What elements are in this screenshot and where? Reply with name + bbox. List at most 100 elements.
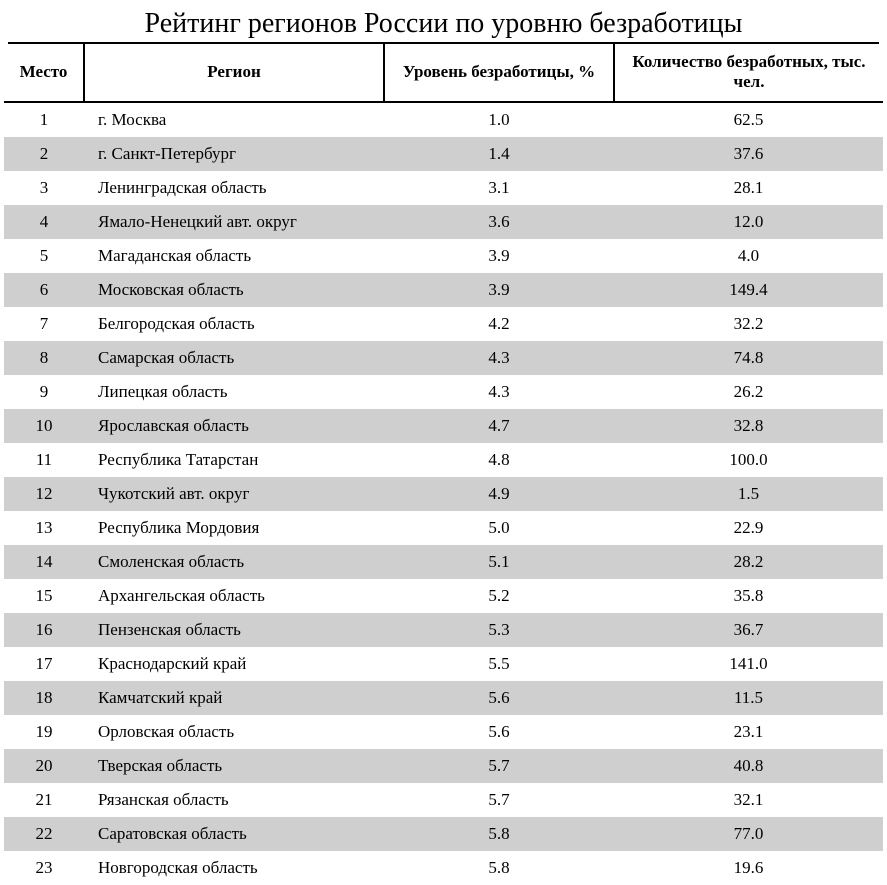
cell-region: Ямало-Ненецкий авт. округ xyxy=(84,205,384,239)
cell-region: Рязанская область xyxy=(84,783,384,817)
cell-count: 28.2 xyxy=(614,545,883,579)
table-row: 4Ямало-Ненецкий авт. округ3.612.0 xyxy=(4,205,883,239)
table-row: 14Смоленская область5.128.2 xyxy=(4,545,883,579)
page-title: Рейтинг регионов России по уровню безраб… xyxy=(8,8,879,44)
cell-rank: 15 xyxy=(4,579,84,613)
table-header-row: Место Регион Уровень безработицы, % Коли… xyxy=(4,44,883,102)
cell-region: Ленинградская область xyxy=(84,171,384,205)
cell-region: Липецкая область xyxy=(84,375,384,409)
table-row: 1г. Москва1.062.5 xyxy=(4,102,883,137)
cell-rank: 22 xyxy=(4,817,84,851)
cell-count: 149.4 xyxy=(614,273,883,307)
cell-rank: 19 xyxy=(4,715,84,749)
cell-count: 1.5 xyxy=(614,477,883,511)
cell-count: 4.0 xyxy=(614,239,883,273)
cell-rate: 4.9 xyxy=(384,477,614,511)
cell-rate: 5.6 xyxy=(384,681,614,715)
table-row: 5Магаданская область3.94.0 xyxy=(4,239,883,273)
table-row: 16Пензенская область5.336.7 xyxy=(4,613,883,647)
cell-rank: 23 xyxy=(4,851,84,885)
cell-count: 40.8 xyxy=(614,749,883,783)
cell-rank: 9 xyxy=(4,375,84,409)
table-row: 11Республика Татарстан4.8100.0 xyxy=(4,443,883,477)
cell-rate: 3.9 xyxy=(384,273,614,307)
cell-rank: 2 xyxy=(4,137,84,171)
cell-count: 11.5 xyxy=(614,681,883,715)
cell-count: 32.8 xyxy=(614,409,883,443)
cell-rate: 1.4 xyxy=(384,137,614,171)
cell-rate: 4.8 xyxy=(384,443,614,477)
cell-rate: 3.1 xyxy=(384,171,614,205)
cell-rate: 5.3 xyxy=(384,613,614,647)
cell-rank: 4 xyxy=(4,205,84,239)
cell-count: 26.2 xyxy=(614,375,883,409)
cell-rate: 4.3 xyxy=(384,341,614,375)
cell-rate: 5.8 xyxy=(384,851,614,885)
cell-rate: 4.3 xyxy=(384,375,614,409)
cell-region: Республика Мордовия xyxy=(84,511,384,545)
cell-rate: 5.5 xyxy=(384,647,614,681)
cell-region: Самарская область xyxy=(84,341,384,375)
cell-count: 74.8 xyxy=(614,341,883,375)
col-header-rank: Место xyxy=(4,44,84,102)
table-row: 12Чукотский авт. округ4.91.5 xyxy=(4,477,883,511)
cell-count: 22.9 xyxy=(614,511,883,545)
cell-count: 77.0 xyxy=(614,817,883,851)
cell-rank: 3 xyxy=(4,171,84,205)
col-header-region: Регион xyxy=(84,44,384,102)
col-header-count: Количество безработных, тыс. чел. xyxy=(614,44,883,102)
cell-rank: 6 xyxy=(4,273,84,307)
cell-count: 37.6 xyxy=(614,137,883,171)
cell-region: Новгородская область xyxy=(84,851,384,885)
unemployment-table: Место Регион Уровень безработицы, % Коли… xyxy=(4,44,883,885)
cell-rate: 3.6 xyxy=(384,205,614,239)
table-row: 20Тверская область5.740.8 xyxy=(4,749,883,783)
table-row: 18Камчатский край5.611.5 xyxy=(4,681,883,715)
cell-rank: 10 xyxy=(4,409,84,443)
table-row: 8Самарская область4.374.8 xyxy=(4,341,883,375)
table-row: 2г. Санкт-Петербург1.437.6 xyxy=(4,137,883,171)
cell-count: 100.0 xyxy=(614,443,883,477)
cell-count: 62.5 xyxy=(614,102,883,137)
cell-rate: 1.0 xyxy=(384,102,614,137)
cell-region: Смоленская область xyxy=(84,545,384,579)
cell-region: Краснодарский край xyxy=(84,647,384,681)
cell-rank: 7 xyxy=(4,307,84,341)
cell-region: Пензенская область xyxy=(84,613,384,647)
cell-rate: 5.8 xyxy=(384,817,614,851)
cell-region: Чукотский авт. округ xyxy=(84,477,384,511)
table-row: 23Новгородская область5.819.6 xyxy=(4,851,883,885)
table-row: 6Московская область3.9149.4 xyxy=(4,273,883,307)
cell-rank: 16 xyxy=(4,613,84,647)
cell-rate: 3.9 xyxy=(384,239,614,273)
cell-region: Белгородская область xyxy=(84,307,384,341)
cell-rank: 1 xyxy=(4,102,84,137)
cell-region: Ярославская область xyxy=(84,409,384,443)
cell-rate: 5.6 xyxy=(384,715,614,749)
cell-rank: 21 xyxy=(4,783,84,817)
cell-count: 35.8 xyxy=(614,579,883,613)
table-row: 21Рязанская область5.732.1 xyxy=(4,783,883,817)
cell-rank: 13 xyxy=(4,511,84,545)
cell-rank: 8 xyxy=(4,341,84,375)
table-body: 1г. Москва1.062.52г. Санкт-Петербург1.43… xyxy=(4,102,883,885)
cell-rate: 5.7 xyxy=(384,749,614,783)
cell-rate: 5.7 xyxy=(384,783,614,817)
table-row: 17Краснодарский край5.5141.0 xyxy=(4,647,883,681)
cell-region: Тверская область xyxy=(84,749,384,783)
col-header-rate: Уровень безработицы, % xyxy=(384,44,614,102)
cell-region: Московская область xyxy=(84,273,384,307)
cell-region: Орловская область xyxy=(84,715,384,749)
cell-region: Архангельская область xyxy=(84,579,384,613)
table-row: 19Орловская область5.623.1 xyxy=(4,715,883,749)
cell-rate: 4.7 xyxy=(384,409,614,443)
cell-count: 12.0 xyxy=(614,205,883,239)
cell-count: 32.2 xyxy=(614,307,883,341)
cell-count: 23.1 xyxy=(614,715,883,749)
cell-count: 28.1 xyxy=(614,171,883,205)
table-row: 10Ярославская область4.732.8 xyxy=(4,409,883,443)
cell-rate: 5.2 xyxy=(384,579,614,613)
table-row: 3Ленинградская область3.128.1 xyxy=(4,171,883,205)
cell-count: 19.6 xyxy=(614,851,883,885)
cell-rank: 20 xyxy=(4,749,84,783)
